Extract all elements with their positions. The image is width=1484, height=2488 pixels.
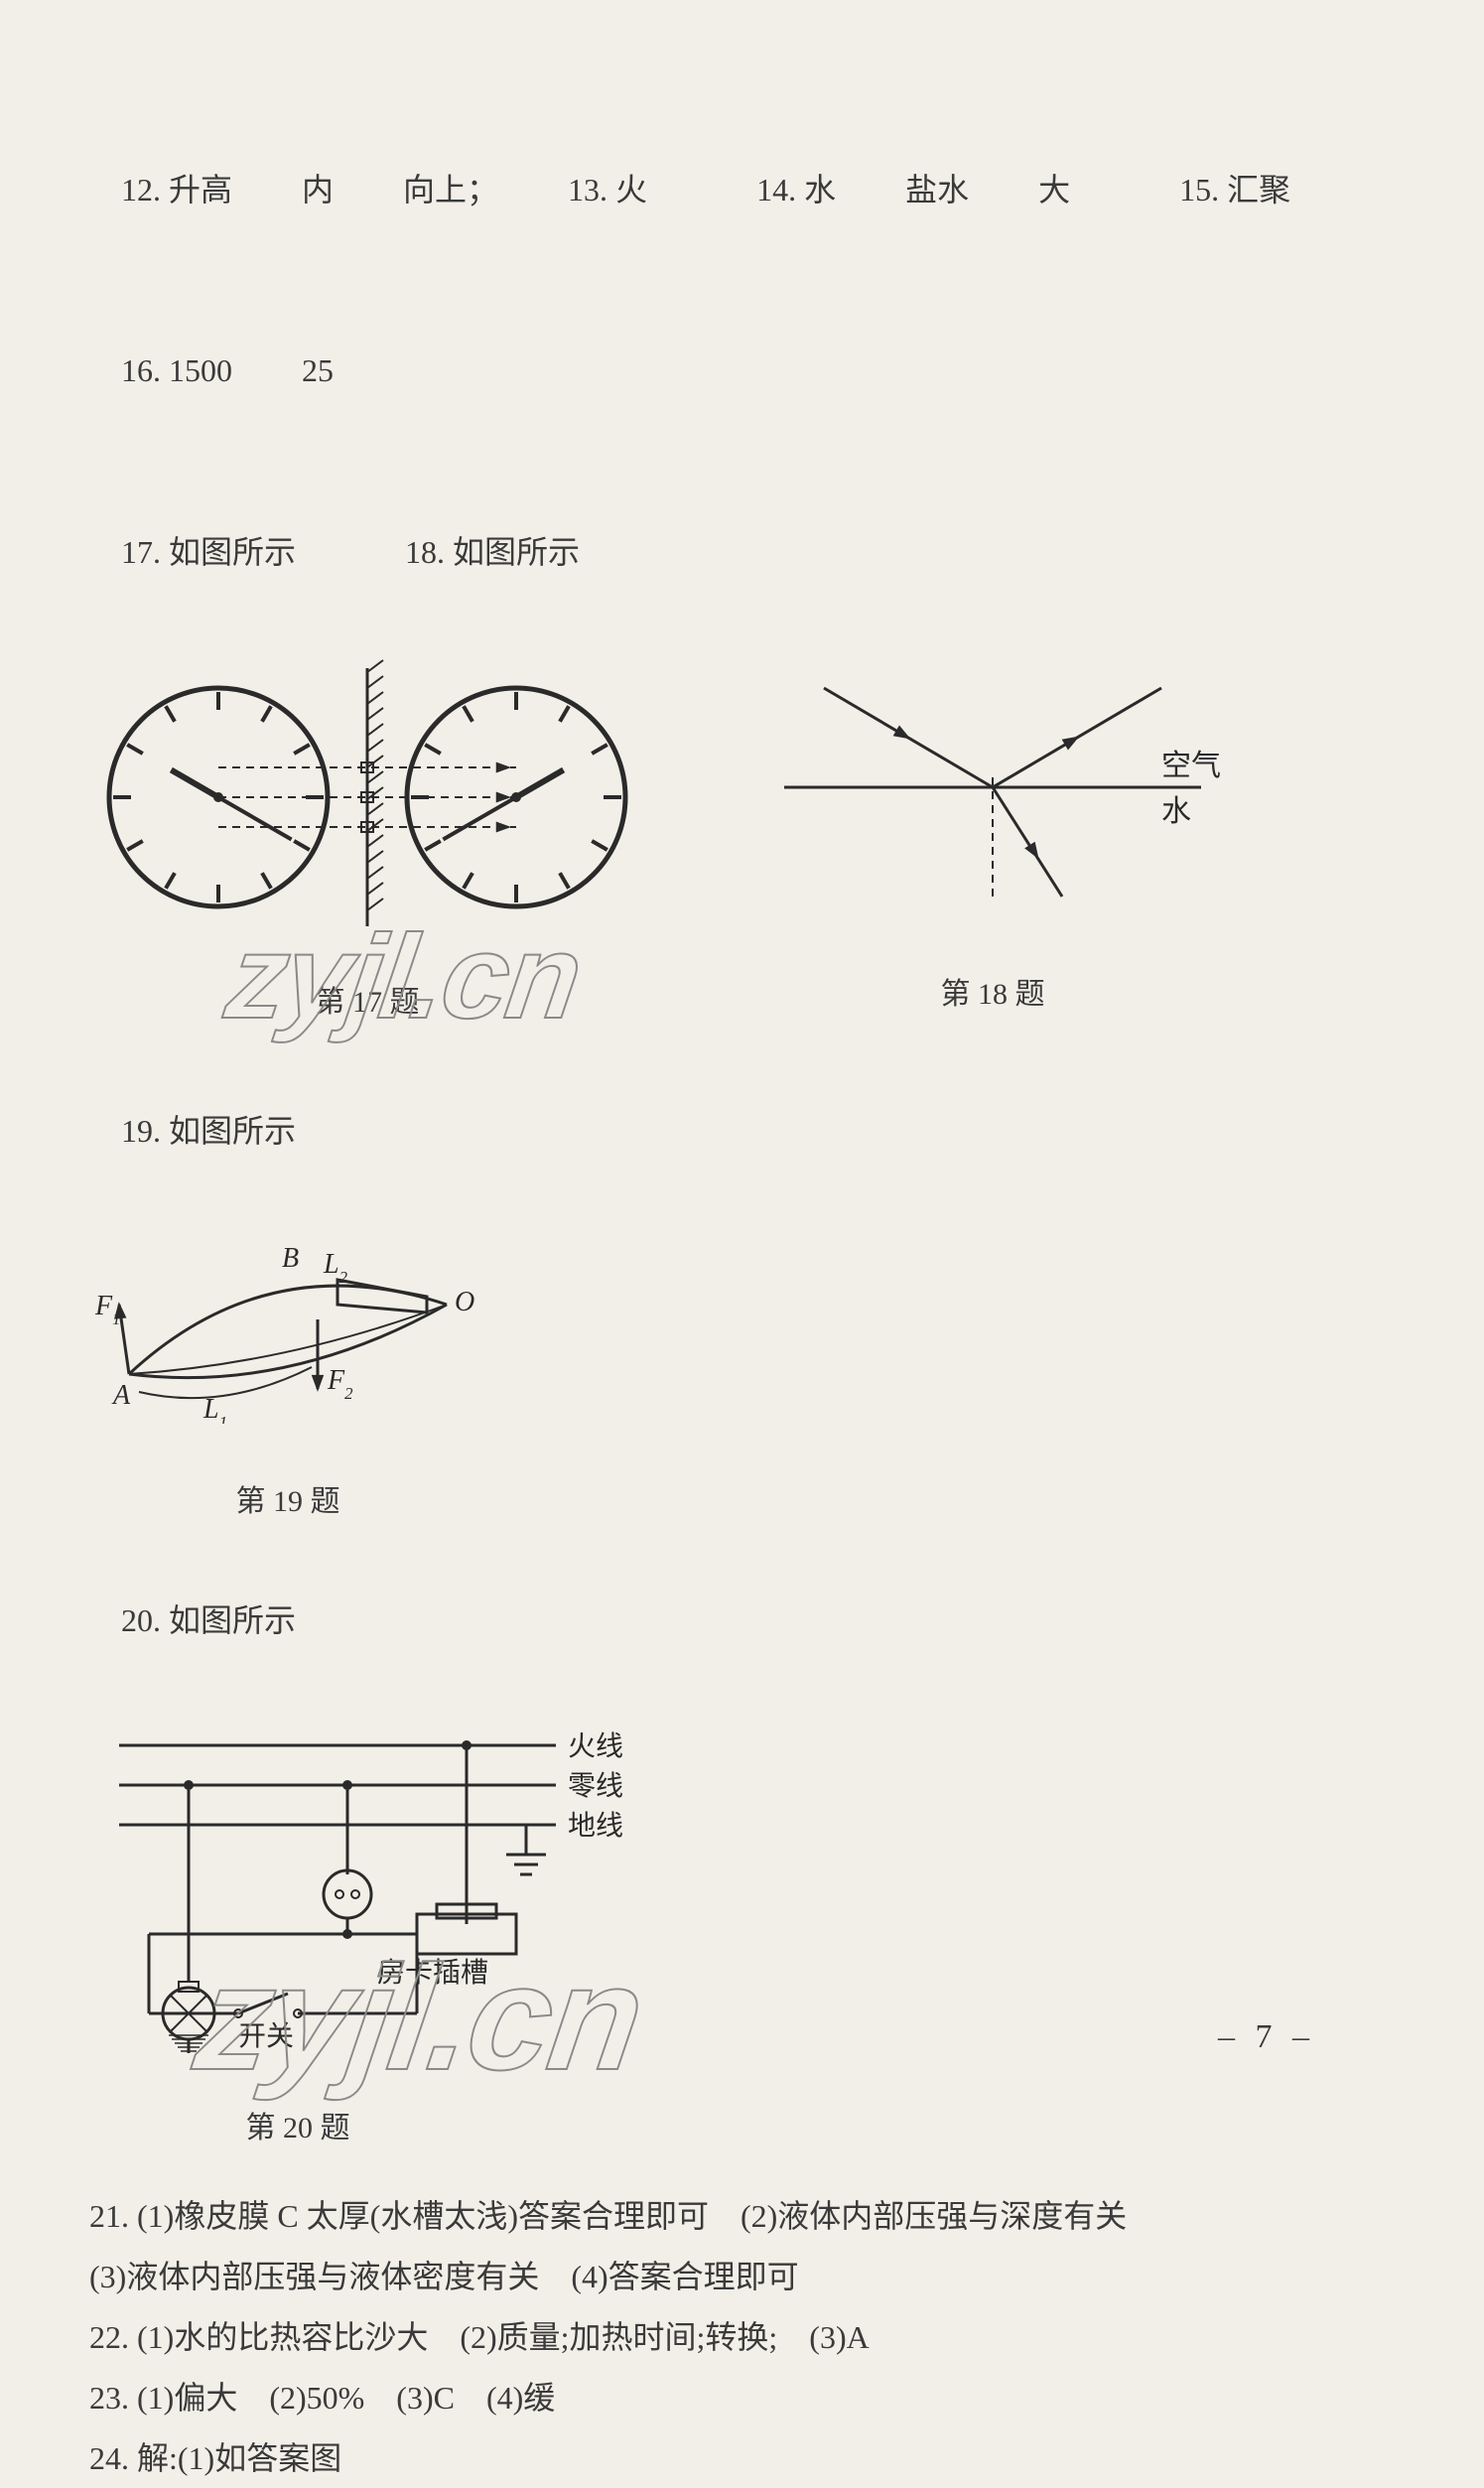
q20-num: 20. [121, 1602, 169, 1638]
q15-num: 15. [1179, 172, 1227, 207]
q14-a1: 水 [804, 172, 836, 207]
q12-num: 12. [121, 172, 169, 207]
svg-text:空气: 空气 [1161, 750, 1221, 782]
svg-text:B: B [282, 1243, 299, 1274]
answers-line-1: 12. 升高 内 向上； 13. 火 14. 水 盐水 大 15. 汇聚 [89, 99, 1395, 280]
q14-a2: 盐水 [905, 172, 969, 207]
q12-a2: 内 [302, 172, 334, 207]
q12-a1: 升高 [169, 172, 232, 207]
caption-19: 第 19 题 [89, 1473, 486, 1530]
q15-a1: 汇聚 [1227, 172, 1290, 207]
q16-a2: 25 [302, 352, 334, 388]
q22: 22. (1)水的比热容比沙大 (2)质量;加热时间;转换; (3)A [89, 2307, 1395, 2368]
figure-20-svg: 火线零线地线房卡插槽开关 [89, 1716, 645, 2073]
q14-num: 14. [756, 172, 804, 207]
q12-a3: 向上； [403, 172, 498, 207]
q19-num: 19. [121, 1113, 169, 1149]
figure-18: 空气水 第 18 题 [764, 658, 1221, 1023]
svg-text:房卡插槽: 房卡插槽 [377, 1957, 488, 1989]
svg-text:开关: 开关 [238, 2020, 294, 2052]
figure-19-svg: A B O F1 F2 L1 L2 [89, 1225, 486, 1424]
q18-a: 如图所示 [453, 534, 580, 570]
q20-a: 如图所示 [169, 1602, 296, 1638]
answers-line-3: 17. 如图所示18. 如图所示 [89, 462, 1395, 642]
q16-a1: 1500 [169, 352, 232, 388]
q16-num: 16. [121, 352, 169, 388]
svg-text:A: A [111, 1380, 131, 1411]
page: 12. 升高 内 向上； 13. 火 14. 水 盐水 大 15. 汇聚 16. 1500 25… [0, 0, 1484, 2239]
q21-line2: (3)液体内部压强与液体密度有关 (4)答案合理即可 [89, 2247, 1395, 2307]
svg-text:F2: F2 [327, 1365, 353, 1403]
svg-text:地线: 地线 [568, 1810, 623, 1842]
svg-text:F1: F1 [94, 1291, 121, 1328]
q17-a: 如图所示 [169, 534, 296, 570]
svg-text:L1: L1 [202, 1394, 227, 1424]
q14-a3: 大 [1038, 172, 1070, 207]
answers-line-5: 20. 如图所示 [89, 1530, 1395, 1711]
svg-text:L2: L2 [323, 1249, 348, 1287]
answers-line-4: 19. 如图所示 [89, 1040, 1395, 1221]
svg-text:O: O [455, 1287, 474, 1317]
q24: 24. 解:(1)如答案图 [89, 2428, 1395, 2488]
caption-20: 第 20 题 [89, 2100, 506, 2156]
caption-18: 第 18 题 [764, 966, 1221, 1023]
figure-20: 火线零线地线房卡插槽开关 [89, 1716, 606, 2093]
figure-19: A B O F1 F2 L1 L2 [89, 1225, 486, 1444]
fig-row-17-18: 第 17 题 空气水 第 18 题 [89, 648, 1395, 1031]
answers-line-2: 16. 1500 25 [89, 280, 1395, 461]
q18-num: 18. [405, 534, 453, 570]
figure-17-svg [89, 648, 645, 946]
svg-text:水: 水 [1161, 795, 1191, 828]
q17-num: 17. [121, 534, 169, 570]
svg-text:零线: 零线 [568, 1770, 623, 1802]
figure-17: 第 17 题 [89, 648, 645, 1031]
svg-text:火线: 火线 [568, 1730, 623, 1762]
caption-17: 第 17 题 [89, 974, 645, 1031]
q23: 23. (1)偏大 (2)50% (3)C (4)缓 [89, 2368, 1395, 2428]
figure-18-svg: 空气水 [764, 658, 1221, 916]
q13-num: 13. [568, 172, 615, 207]
q13-a1: 火 [615, 172, 647, 207]
page-number: – 7 – [1218, 2005, 1315, 2070]
q19-a: 如图所示 [169, 1113, 296, 1149]
q21-line1: 21. (1)橡皮膜 C 太厚(水槽太浅)答案合理即可 (2)液体内部压强与深度… [89, 2186, 1395, 2247]
